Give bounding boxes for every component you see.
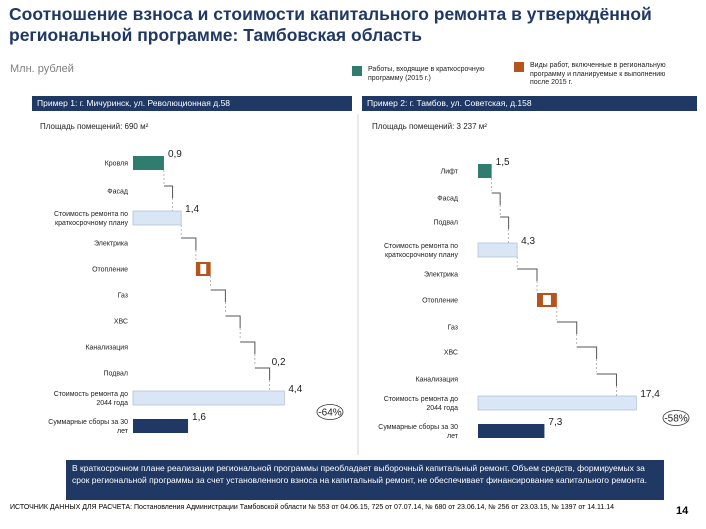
example-2-row-2-label: Фасад (437, 196, 458, 203)
example-2-row-10-bar (477, 395, 637, 411)
example-2-row-1-bar (478, 164, 492, 178)
example-2-row-7-step (556, 321, 578, 334)
legend-swatch-short-term (352, 66, 362, 76)
example-1-row-5-bar-gap (200, 264, 207, 274)
example-1-header: Пример 1: г. Мичуринск, ул. Революционна… (32, 96, 352, 111)
example-1-row-1-label: Кровля (105, 161, 129, 168)
page-number: 14 (676, 505, 689, 517)
example-1-row-9-value: 0,2 (272, 357, 286, 368)
example-2-row-6-label: Отопление (422, 298, 458, 305)
example-1-row-3-label: Стоимость ремонта по краткосрочному плану (54, 211, 128, 227)
example-2-row-1-value: 1,5 (496, 157, 510, 168)
example-1-row-9-step (254, 367, 271, 380)
example-2-row-8-label: ХВС (444, 350, 458, 357)
example-2-gap-label: -58% (664, 414, 687, 425)
example-2-row-11-label: Суммарные сборы за 30 лет (378, 423, 459, 440)
legend-swatch-after-2015 (514, 62, 524, 72)
example-1-row-3-bar (132, 210, 182, 226)
example-2-row-4-label: Стоимость ремонта по краткосрочному плану (384, 243, 458, 259)
source-note: ИСТОЧНИК ДАННЫХ ДЛЯ РАСЧЕТА: Постановлен… (10, 504, 614, 511)
example-1-row-10-value: 4,4 (288, 384, 302, 395)
page-title: Соотношение взноса и стоимости капитальн… (9, 4, 652, 45)
example-2-row-11-bar (478, 424, 545, 438)
example-2-row-3-step (500, 216, 510, 229)
example-1-row-10-label: Стоимость ремонта до 2044 года (54, 391, 128, 407)
example-2-row-8-step (576, 346, 598, 359)
example-2-gap-badge (662, 410, 690, 426)
example-1-row-7-label: ХВС (114, 319, 128, 326)
example-1-row-3-value: 1,4 (185, 204, 199, 215)
example-1-row-11-label: Суммарные сборы за 30 лет (48, 418, 129, 435)
example-2-row-5-label: Электрика (424, 272, 458, 279)
example-1-row-1-bar (133, 156, 164, 170)
example-1-row-2-label: Фасад (107, 189, 128, 196)
example-2-row-2-step (491, 192, 501, 205)
example-2-row-5-step (517, 268, 538, 281)
legend-label-short-term: Работы, входящие в краткосрочную програм… (368, 66, 485, 82)
example-1-row-10-bar (132, 390, 285, 406)
example-2-row-9-step (596, 373, 617, 386)
example-1-row-5-label: Отопление (92, 267, 128, 274)
example-2-area: Площадь помещений: 3 237 м² (372, 122, 487, 131)
unit-label: Млн. рублей (10, 63, 74, 75)
example-2-row-10-label: Стоимость ремонта до 2044 года (384, 396, 458, 412)
example-1-row-8-step (240, 341, 256, 354)
example-1-row-9-label: Подвал (104, 371, 128, 378)
example-1-row-6-label: Газ (118, 293, 128, 300)
example-2-row-7-label: Газ (448, 325, 458, 332)
example-2-row-3-label: Подвал (434, 220, 458, 227)
example-2-header: Пример 2: г. Тамбов, ул. Советская, д.15… (362, 96, 697, 111)
example-1-row-4-label: Электрика (94, 241, 128, 248)
example-2-row-9-label: Канализация (415, 377, 458, 384)
example-1-row-1-value: 0,9 (168, 149, 182, 160)
example-1-gap-label: -64% (318, 408, 341, 419)
example-2-row-10-value: 17,4 (640, 389, 660, 400)
example-2-row-11-value: 7,3 (548, 417, 562, 428)
example-1-gap-badge (316, 404, 344, 420)
example-2-row-4-value: 4,3 (521, 236, 535, 247)
example-1-row-4-step (181, 237, 197, 250)
example-2-row-4-bar (477, 242, 518, 258)
example-1-row-8-label: Канализация (85, 345, 128, 352)
example-1-row-7-step (225, 315, 241, 328)
legend-label-after-2015: Виды работ, включенные в региональную пр… (530, 62, 666, 86)
example-2-row-6-bar-gap (542, 295, 551, 305)
example-2-row-1-label: Лифт (441, 169, 459, 176)
waterfall-charts: Кровля 0,9 Фасад Стоимость ремонта по кратко… (48, 114, 690, 455)
example-1-area: Площадь помещений: 690 м² (40, 122, 149, 131)
example-1-row-6-step (210, 289, 226, 302)
example-1-row-11-value: 1,6 (192, 412, 206, 423)
example-1-row-11-bar (133, 419, 189, 433)
conclusion-box: В краткосрочном плане реализации региона… (66, 460, 664, 500)
example-1-row-2-step (163, 185, 174, 198)
